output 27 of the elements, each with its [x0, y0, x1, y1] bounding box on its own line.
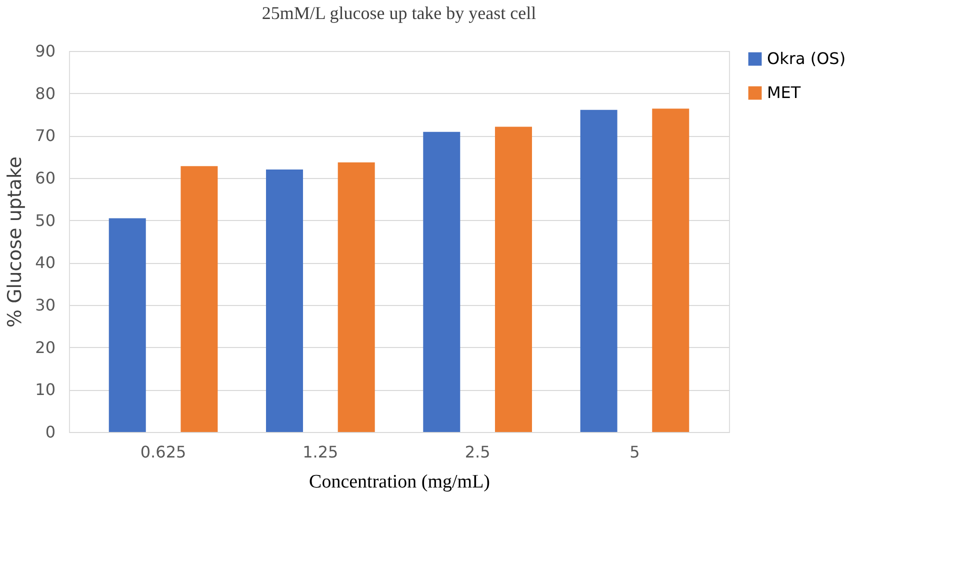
bar — [652, 108, 690, 432]
bar — [338, 162, 375, 432]
y-tick-label: 90 — [35, 42, 56, 60]
y-axis-title: % Glucose uptake — [4, 156, 26, 328]
x-tick-label: 0.625 — [140, 442, 186, 462]
x-axis-title: Concentration (mg/mL) — [309, 472, 490, 492]
y-tick-label: 40 — [35, 253, 56, 272]
bar — [423, 132, 460, 432]
bar — [580, 110, 618, 432]
bar — [266, 170, 304, 432]
bar — [108, 218, 146, 432]
x-tick-label: 5 — [630, 442, 640, 462]
y-tick-label: 30 — [35, 296, 56, 314]
bar — [494, 126, 532, 432]
chart-title: 25mM/L glucose up take by yeast cell — [262, 3, 536, 23]
y-tick-label: 70 — [35, 126, 56, 146]
legend-label: MET — [767, 83, 801, 102]
x-tick-label: 2.5 — [464, 442, 490, 462]
y-tick-label: 60 — [35, 168, 56, 188]
y-tick-label: 80 — [35, 84, 56, 103]
y-tick-label: 50 — [35, 210, 56, 230]
x-tick-label: 1.25 — [302, 442, 338, 462]
y-tick-label: 0 — [45, 422, 56, 442]
y-tick-label: 20 — [35, 338, 56, 357]
bar — [180, 166, 218, 432]
y-tick-label: 10 — [35, 380, 56, 400]
legend-label: Okra (OS) — [767, 49, 846, 68]
